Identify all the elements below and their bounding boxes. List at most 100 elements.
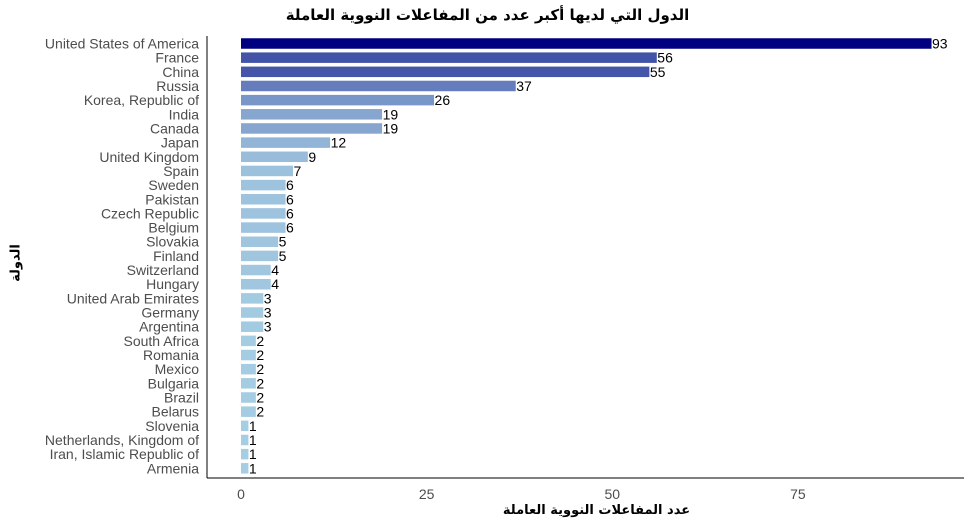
bar: [241, 165, 293, 177]
category-label: Slovakia: [146, 234, 199, 250]
value-label: 2: [256, 361, 264, 377]
bar: [241, 179, 286, 191]
bar: [241, 194, 286, 205]
value-label: 6: [286, 191, 294, 207]
value-label: 2: [256, 404, 264, 420]
value-label: 12: [331, 135, 347, 151]
category-label: Argentina: [139, 319, 199, 335]
x-tick-label: 75: [790, 486, 806, 502]
value-label: 93: [932, 36, 948, 52]
bar: [241, 349, 256, 361]
value-label: 1: [249, 446, 257, 462]
y-axis-label: الدولة: [8, 244, 24, 282]
value-label: 2: [256, 390, 264, 406]
category-label: Switzerland: [127, 262, 199, 278]
bar: [241, 222, 286, 233]
category-label: Armenia: [147, 460, 199, 476]
x-tick-label: 25: [419, 486, 435, 502]
category-label: Hungary: [146, 276, 199, 292]
bar: [241, 335, 256, 347]
value-label: 5: [279, 248, 287, 264]
value-label: 6: [286, 177, 294, 193]
category-label: Sweden: [148, 177, 199, 193]
category-label: South Africa: [124, 333, 200, 349]
category-label: Japan: [161, 135, 199, 151]
category-label: Mexico: [155, 361, 200, 377]
x-tick-label: 0: [237, 486, 245, 502]
category-label: Russia: [156, 78, 199, 94]
bar: [241, 434, 249, 446]
value-label: 26: [435, 92, 451, 108]
value-label: 5: [279, 234, 287, 250]
bar: [241, 208, 286, 219]
bar: [241, 236, 279, 247]
value-label: 6: [286, 205, 294, 221]
category-label: Brazil: [164, 390, 199, 406]
value-label: 2: [256, 333, 264, 349]
category-label: Czech Republic: [101, 205, 199, 221]
bar: [241, 448, 249, 460]
category-label: Canada: [150, 120, 199, 136]
category-label: Iran, Islamic Republic of: [50, 446, 200, 462]
category-label: Korea, Republic of: [84, 92, 199, 108]
value-label: 1: [249, 460, 257, 476]
category-label: Spain: [163, 163, 199, 179]
category-label: Netherlands, Kingdom of: [45, 432, 199, 448]
bar: [241, 293, 264, 304]
x-axis-label: عدد المفاعلات النووية العاملة: [502, 503, 691, 518]
value-label: 37: [516, 78, 532, 94]
value-label: 7: [293, 163, 301, 179]
category-label: Finland: [153, 248, 199, 264]
value-label: 2: [256, 375, 264, 391]
value-label: 2: [256, 347, 264, 363]
bar: [241, 264, 271, 276]
value-label: 19: [383, 106, 399, 122]
category-label: Slovenia: [145, 418, 199, 434]
bar: [241, 94, 435, 106]
value-label: 9: [308, 149, 316, 165]
bar: [241, 406, 256, 417]
category-label: United States of America: [45, 36, 199, 52]
category-label: Pakistan: [145, 191, 199, 207]
value-label: 19: [383, 120, 399, 136]
category-label: Germany: [141, 305, 199, 321]
bar: [241, 392, 256, 403]
category-label: Belarus: [152, 404, 199, 420]
value-label: 1: [249, 432, 257, 448]
bar: [241, 378, 256, 389]
value-label: 3: [264, 290, 272, 306]
category-label: United Arab Emirates: [67, 290, 199, 306]
category-label: Romania: [143, 347, 199, 363]
value-label: 6: [286, 220, 294, 236]
bar: [241, 463, 249, 474]
bar: [241, 278, 271, 290]
category-label: United Kingdom: [99, 149, 199, 165]
value-label: 1: [249, 418, 257, 434]
bar: [241, 80, 516, 92]
bar: [241, 109, 383, 120]
bar: [241, 123, 383, 134]
bar: [241, 321, 264, 332]
bar: [241, 363, 256, 375]
x-tick-label: 50: [604, 486, 620, 502]
bar: [241, 151, 308, 163]
bar: [241, 38, 932, 49]
category-label: France: [155, 50, 199, 66]
bar: [241, 66, 650, 78]
value-label: 55: [650, 64, 666, 80]
category-label: Belgium: [148, 220, 199, 236]
bar: [241, 250, 279, 262]
bar: [241, 52, 657, 63]
category-label: India: [169, 106, 200, 122]
category-label: Bulgaria: [148, 375, 200, 391]
chart-title: الدول التي لديها أكبر عدد من المفاعلات ا…: [285, 6, 690, 24]
value-label: 4: [271, 262, 279, 278]
value-label: 56: [657, 50, 673, 66]
value-label: 3: [264, 305, 272, 321]
bar: [241, 307, 264, 318]
value-label: 4: [271, 276, 279, 292]
category-label: China: [162, 64, 199, 80]
bar: [241, 420, 249, 432]
